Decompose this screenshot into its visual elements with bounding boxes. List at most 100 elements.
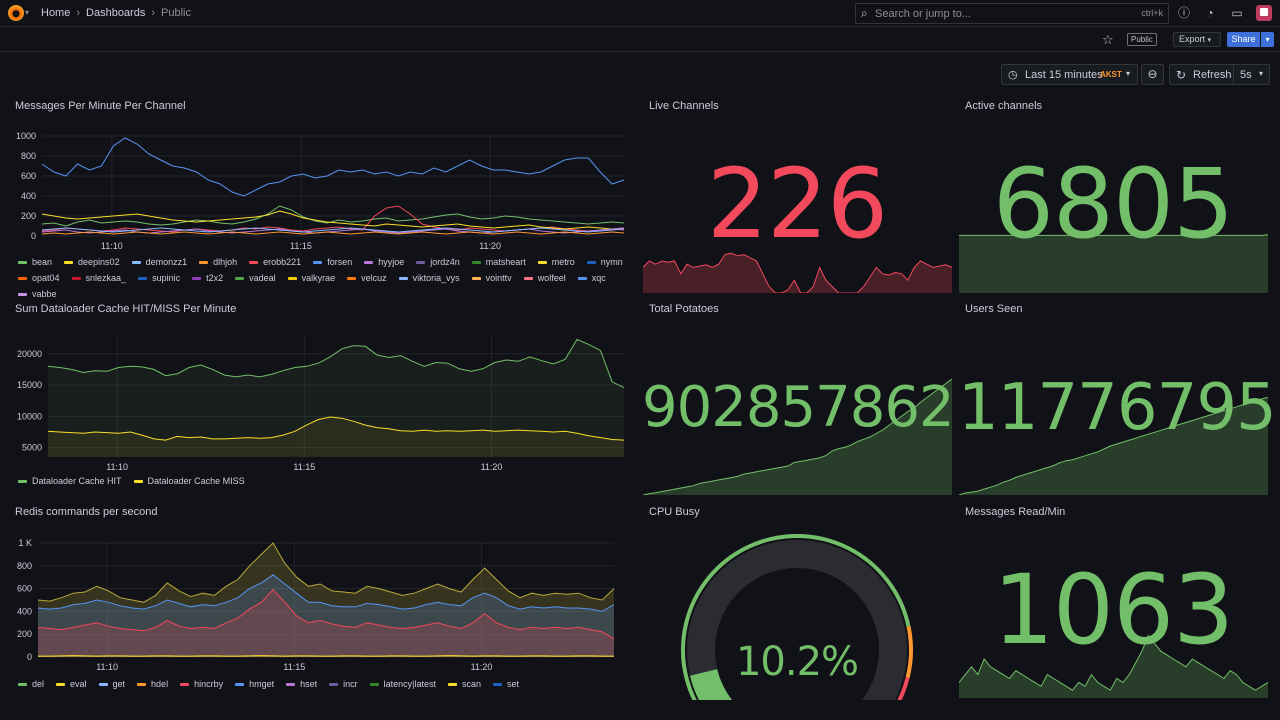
- series-line-nymn[interactable]: [41, 137, 625, 197]
- zoom-out-button[interactable]: ⊖: [1141, 64, 1164, 85]
- legend-item[interactable]: get: [98, 679, 125, 689]
- share-options-button[interactable]: ▾: [1261, 32, 1274, 47]
- refresh-picker[interactable]: ↻ Refresh 5s ▾: [1169, 64, 1270, 85]
- legend-item[interactable]: latency|latest: [369, 679, 436, 689]
- legend-item[interactable]: dlhjoh: [199, 257, 237, 267]
- y-tick-label: 20000: [17, 349, 42, 359]
- chevron-down-icon: ▾: [1207, 37, 1212, 44]
- star-icon[interactable]: ☆: [1102, 32, 1114, 47]
- series-line-dataloader-cache-miss[interactable]: [47, 416, 625, 441]
- series-line-eval[interactable]: [38, 655, 614, 657]
- gauge-threshold: [680, 534, 911, 700]
- chevron-down-icon[interactable]: ▾: [25, 8, 30, 17]
- panel-live-channels[interactable]: Live Channels 226: [642, 94, 952, 294]
- legend-item[interactable]: opat04: [18, 273, 60, 283]
- legend-item[interactable]: deepins02: [64, 257, 120, 267]
- legend-item[interactable]: jordz4n: [416, 257, 460, 267]
- legend-item[interactable]: scan: [448, 679, 481, 689]
- series-line-bean[interactable]: [41, 205, 625, 227]
- legend-item[interactable]: forsen: [313, 257, 352, 267]
- legend-item[interactable]: hmget: [235, 679, 274, 689]
- legend-item[interactable]: supinic: [138, 273, 180, 283]
- y-tick-label: 5000: [22, 443, 42, 453]
- legend-swatch: [180, 682, 190, 686]
- panel-active-channels[interactable]: Active channels 6805: [958, 94, 1268, 294]
- legend-item[interactable]: viktoria_vys: [398, 273, 460, 283]
- legend-item[interactable]: valkyrae: [287, 273, 335, 283]
- legend-item[interactable]: Dataloader Cache MISS: [133, 476, 245, 486]
- legend-item[interactable]: demonzz1: [131, 257, 188, 267]
- panel-title: Sum Dataloader Cache HIT/MISS Per Minute: [15, 303, 237, 315]
- legend-item[interactable]: xqc: [577, 273, 606, 283]
- legend-item[interactable]: hset: [286, 679, 317, 689]
- legend-label: metro: [551, 257, 575, 267]
- legend-label: velcuz: [361, 273, 387, 283]
- legend-item[interactable]: yabbe: [18, 289, 57, 299]
- export-button[interactable]: Export ▾: [1173, 32, 1221, 47]
- panel-cpu-busy[interactable]: CPU Busy 10.2%: [642, 500, 952, 700]
- timeseries-chart: 0 200 400 600 800 1 K 11:10 11:15 11:20: [17, 538, 615, 672]
- gauge-track: [687, 539, 907, 700]
- legend-item[interactable]: erobb221: [249, 257, 301, 267]
- series-line-dataloader-cache-hit[interactable]: [47, 338, 625, 389]
- panel-redis-commands[interactable]: Redis commands per second 0 200 400 600 800 1…: [8, 500, 634, 700]
- series-area: [48, 339, 624, 457]
- legend-label: dlhjoh: [213, 257, 238, 267]
- legend-item[interactable]: incr: [329, 679, 358, 689]
- chart-legend: Dataloader Cache HIT Dataloader Cache MIS…: [18, 476, 628, 486]
- panel-messages-read[interactable]: Messages Read/Min 1063: [958, 500, 1268, 700]
- legend-item[interactable]: vointtv: [471, 273, 512, 283]
- legend-item[interactable]: bean: [18, 257, 52, 267]
- search-input[interactable]: ⌕ Search or jump to... ctrl+k: [855, 3, 1169, 24]
- legend-item[interactable]: vadeal: [235, 273, 276, 283]
- legend-label: demonzz1: [145, 257, 188, 267]
- grafana-logo-icon[interactable]: [8, 5, 24, 21]
- breadcrumb-home[interactable]: Home: [41, 7, 71, 19]
- legend-item[interactable]: metro: [537, 257, 575, 267]
- legend-item[interactable]: matsheart: [471, 257, 526, 267]
- legend-label: eval: [70, 679, 87, 689]
- sparkline-line: [959, 634, 1268, 691]
- series-line-hincrby[interactable]: [37, 588, 615, 640]
- monitor-icon[interactable]: ▭: [1231, 6, 1243, 20]
- sparkline-area: [643, 379, 952, 495]
- legend-label: erobb221: [263, 257, 302, 267]
- series-line-latency-latest[interactable]: [37, 542, 615, 603]
- legend-item[interactable]: eval: [56, 679, 87, 689]
- help-icon[interactable]: ⓘ: [1177, 6, 1190, 20]
- legend-item[interactable]: t2x2: [192, 273, 223, 283]
- time-range-picker[interactable]: ◷ Last 15 minutes AKST ▾: [1001, 64, 1138, 85]
- y-tick-label: 10000: [17, 411, 42, 421]
- legend-item[interactable]: snlezkaa_: [71, 273, 127, 283]
- series-line-hmget[interactable]: [37, 574, 615, 612]
- share-button[interactable]: Share: [1227, 32, 1260, 47]
- panel-total-potatoes[interactable]: Total Potatoes 902857862: [642, 297, 955, 497]
- x-tick-label: 11:15: [283, 662, 305, 672]
- panel-dataloader-cache[interactable]: Sum Dataloader Cache HIT/MISS Per Minute…: [8, 297, 634, 493]
- breadcrumb-dashboards[interactable]: Dashboards: [86, 7, 146, 19]
- legend-item[interactable]: wolfeel: [523, 273, 566, 283]
- panel-title: Total Potatoes: [649, 303, 719, 315]
- series-line-deepins02[interactable]: [41, 210, 625, 230]
- search-shortcut: ctrl+k: [1141, 8, 1163, 18]
- x-tick-label: 11:10: [106, 462, 128, 472]
- series-line-xqc[interactable]: [41, 227, 625, 233]
- series-line-opat04[interactable]: [41, 231, 625, 235]
- legend-item[interactable]: nymn: [586, 257, 623, 267]
- rss-icon[interactable]: ◔: [1206, 6, 1214, 20]
- legend-item[interactable]: set: [493, 679, 519, 689]
- avatar[interactable]: [1256, 5, 1272, 21]
- y-tick-label: 800: [17, 561, 32, 571]
- refresh-interval[interactable]: 5s: [1240, 69, 1252, 81]
- legend-item[interactable]: hincrby: [180, 679, 223, 689]
- legend-item[interactable]: hyyjoe: [364, 257, 404, 267]
- chevron-down-icon: ▾: [1126, 69, 1131, 78]
- panel-users-seen[interactable]: Users Seen 11776795: [958, 297, 1277, 497]
- legend-item[interactable]: hdel: [137, 679, 168, 689]
- legend-item[interactable]: del: [18, 679, 44, 689]
- legend-item[interactable]: Dataloader Cache HIT: [18, 476, 122, 486]
- legend-label: snlezkaa_: [85, 273, 127, 283]
- legend-swatch: [586, 260, 596, 264]
- panel-messages-per-minute[interactable]: Messages Per Minute Per Channel 0 200 400 6…: [8, 94, 634, 299]
- legend-item[interactable]: velcuz: [347, 273, 387, 283]
